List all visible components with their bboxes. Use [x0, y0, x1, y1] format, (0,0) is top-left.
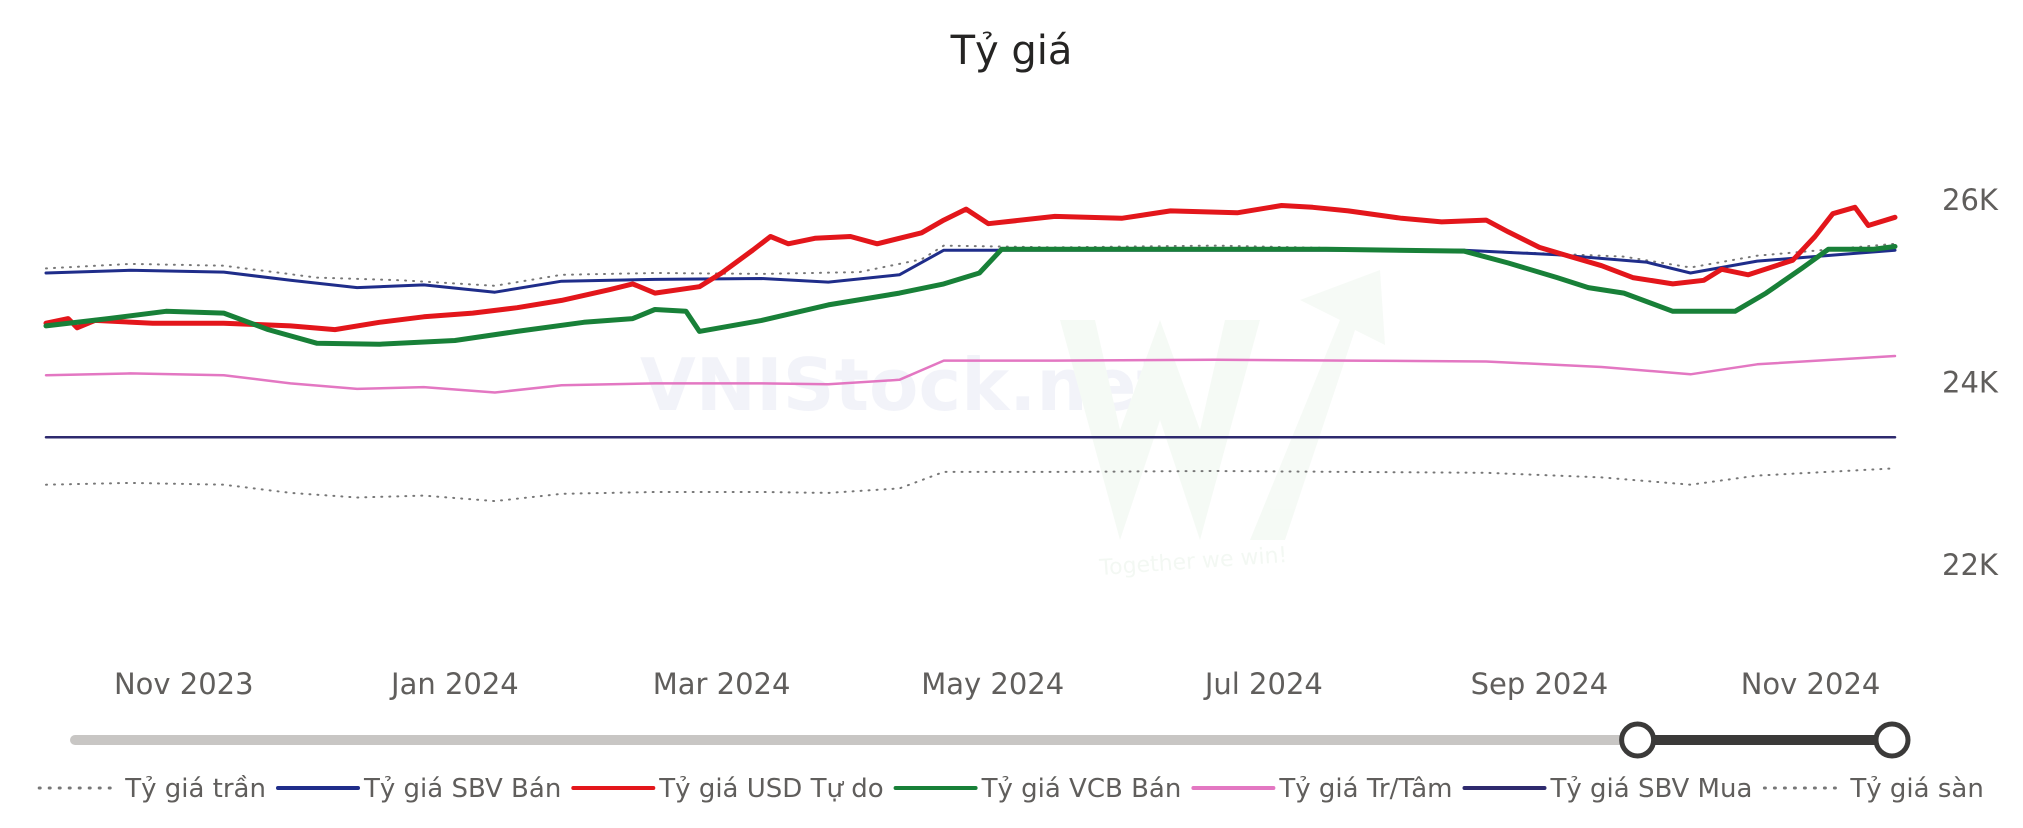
legend-label: Tỷ giá trần	[124, 774, 266, 804]
series-line-ty-gia-sbv-ban	[44, 248, 1897, 294]
x-tick-label: Mar 2024	[653, 667, 791, 701]
legend-label: Tỷ giá VCB Bán	[981, 774, 1182, 804]
legend-item-ty-gia-sbv-mua[interactable]: Tỷ giá SBV Mua	[1462, 774, 1753, 804]
legend-item-ty-gia-usd-tu-do[interactable]: Tỷ giá USD Tự do	[571, 774, 884, 804]
x-tick-label: Nov 2024	[1741, 667, 1881, 701]
legend-label: Tỷ giá SBV Mua	[1550, 774, 1753, 804]
legend-label: Tỷ giá Tr/Tâm	[1278, 774, 1452, 804]
chart-title: Tỷ giá	[950, 28, 1073, 74]
watermark-logo: Together we win!	[1060, 270, 1385, 581]
legend-label: Tỷ giá USD Tự do	[658, 774, 883, 804]
y-tick-label: 22K	[1942, 548, 1999, 582]
legend-label: Tỷ giá SBV Bán	[363, 774, 561, 804]
series-line-ty-gia-vcb-ban	[43, 244, 1898, 347]
watermark-tagline: Together we win!	[1098, 543, 1288, 581]
series-layer	[43, 203, 1898, 503]
watermark: VNIStock.net Together we win!	[640, 270, 1385, 581]
legend-item-ty-gia-tr-tam[interactable]: Tỷ giá Tr/Tâm	[1191, 774, 1452, 804]
series-line-ty-gia-tr-tam	[44, 354, 1897, 394]
legend-item-ty-gia-vcb-ban[interactable]: Tỷ giá VCB Bán	[893, 774, 1182, 804]
range-slider[interactable]	[70, 721, 1911, 759]
series-line-ty-gia-tran	[45, 242, 1896, 287]
legend-item-ty-gia-san[interactable]: Tỷ giá sàn	[1762, 774, 1984, 804]
x-tick-label: Sep 2024	[1471, 667, 1609, 701]
x-axis: Nov 2023 Jan 2024 Mar 2024 May 2024 Jul 2024…	[114, 667, 1880, 701]
series-line-ty-gia-san	[45, 467, 1896, 503]
legend-item-ty-gia-sbv-ban[interactable]: Tỷ giá SBV Bán	[276, 774, 561, 804]
y-tick-label: 24K	[1942, 366, 1999, 400]
legend-label: Tỷ giá sàn	[1849, 774, 1983, 804]
legend-item-ty-gia-tran[interactable]: Tỷ giá trần	[37, 774, 266, 804]
legend: Tỷ giá trần Tỷ giá SBV Bán Tỷ giá USD Tự d…	[37, 774, 1984, 804]
y-tick-label: 26K	[1942, 183, 1999, 217]
y-axis: 22K 24K 26K	[1942, 183, 1999, 582]
slider-handle-end[interactable]	[1873, 721, 1911, 759]
series-line-ty-gia-usd-tu-do	[43, 203, 1898, 333]
x-tick-label: Nov 2023	[114, 667, 254, 701]
x-tick-label: Jan 2024	[389, 667, 519, 701]
slider-handle-start[interactable]	[1619, 721, 1657, 759]
x-tick-label: Jul 2024	[1203, 667, 1323, 701]
x-tick-label: May 2024	[921, 667, 1064, 701]
